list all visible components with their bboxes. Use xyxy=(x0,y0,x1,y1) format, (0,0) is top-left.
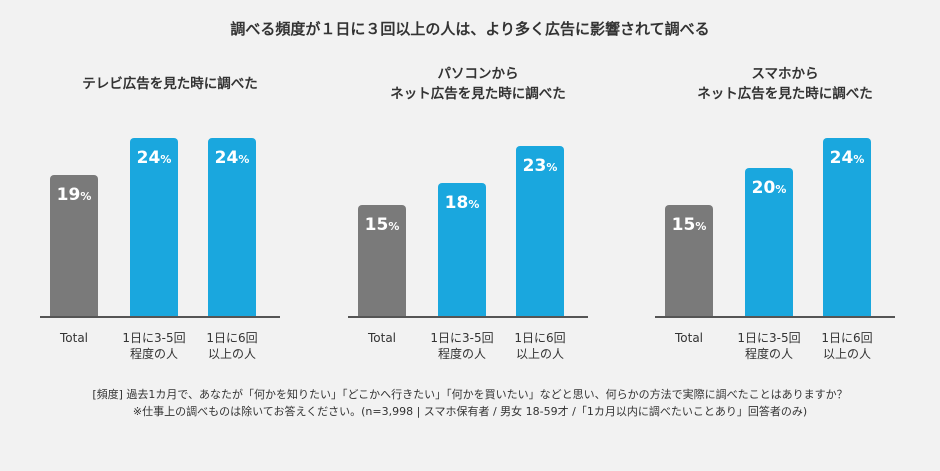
bar-value-unit: % xyxy=(80,190,92,204)
bar-value-label: 24% xyxy=(823,148,871,168)
bar-total xyxy=(358,205,406,316)
bar-value-number: 15 xyxy=(364,215,389,235)
category-label-3-5-times: 1日に3-5回 程度の人 xyxy=(737,331,801,361)
chart-panel-smartphone: スマホから ネット広告を見た時に調べた 15% Total 20% 1日に3-5回 程… xyxy=(655,60,915,370)
bar-value-label: 19% xyxy=(50,185,98,205)
bar-value-label: 15% xyxy=(358,215,406,235)
bar-value-label: 18% xyxy=(438,193,486,213)
bar-total xyxy=(50,175,98,316)
bar-value-label: 20% xyxy=(745,178,793,198)
chart-baseline xyxy=(40,316,280,318)
bar-value-number: 23 xyxy=(522,155,547,176)
chart-panel-tv: テレビ広告を見た時に調べた 19% Total 24% 1日に3-5回 程度の人 24%… xyxy=(40,60,300,370)
category-label-6-plus-times: 1日に6回 以上の人 xyxy=(514,331,566,361)
bar-3-5-times xyxy=(130,138,178,316)
bar-value-unit: % xyxy=(468,197,480,211)
bar-value-unit: % xyxy=(160,153,172,167)
panel-title: スマホから ネット広告を見た時に調べた xyxy=(697,66,873,102)
bar-value-number: 20 xyxy=(751,178,776,198)
bar-value-label: 23% xyxy=(516,156,564,176)
panel-title: テレビ広告を見た時に調べた xyxy=(82,76,258,92)
bar-value-unit: % xyxy=(238,153,250,167)
bar-value-number: 24 xyxy=(136,148,161,169)
category-label-6-plus-times: 1日に6回 以上の人 xyxy=(206,331,258,361)
bar-3-5-times xyxy=(745,168,793,316)
bar-value-label: 24% xyxy=(208,148,256,168)
bar-total xyxy=(665,205,713,316)
panel-title: パソコンから ネット広告を見た時に調べた xyxy=(390,66,566,102)
bar-6-plus-times xyxy=(516,145,564,316)
bar-value-number: 18 xyxy=(444,192,469,213)
bar-6-plus-times xyxy=(208,138,256,316)
category-label-total: Total xyxy=(367,331,397,345)
bar-6-plus-times xyxy=(823,138,871,316)
bar-value-number: 19 xyxy=(56,185,81,206)
category-label-3-5-times: 1日に3-5回 程度の人 xyxy=(122,331,186,361)
bar-value-label: 24% xyxy=(130,148,178,168)
bar-value-unit: % xyxy=(853,153,865,167)
chart-panel-pc: パソコンから ネット広告を見た時に調べた 15% Total 18% 1日に3-5回 … xyxy=(348,60,608,370)
bar-value-number: 24 xyxy=(214,148,239,169)
bar-value-unit: % xyxy=(546,160,558,174)
bar-value-unit: % xyxy=(775,183,787,196)
bar-value-label: 15% xyxy=(665,215,713,235)
footnote-line-2: ※仕事上の調べものは除いてお答えください。(n=3,998 | スマホ保有者 /… xyxy=(132,405,808,418)
main-title: 調べる頻度が１日に３回以上の人は、より多く広告に影響されて調べる xyxy=(230,20,710,38)
chart-baseline xyxy=(655,316,895,318)
bar-3-5-times xyxy=(438,182,486,316)
category-label-total: Total xyxy=(674,331,704,345)
category-label-6-plus-times: 1日に6回 以上の人 xyxy=(821,331,873,361)
bar-value-unit: % xyxy=(388,220,400,233)
chart-baseline xyxy=(348,316,588,318)
bar-value-number: 15 xyxy=(671,215,696,235)
footnote: [頻度] 過去1カ月で、あなたが「何かを知りたい」「どこかへ行きたい」「何かを買… xyxy=(0,386,940,420)
bar-value-unit: % xyxy=(695,220,707,233)
footnote-line-1: [頻度] 過去1カ月で、あなたが「何かを知りたい」「どこかへ行きたい」「何かを買… xyxy=(92,388,848,401)
bar-value-number: 24 xyxy=(829,148,854,169)
category-label-total: Total xyxy=(59,331,89,345)
category-label-3-5-times: 1日に3-5回 程度の人 xyxy=(430,331,494,361)
